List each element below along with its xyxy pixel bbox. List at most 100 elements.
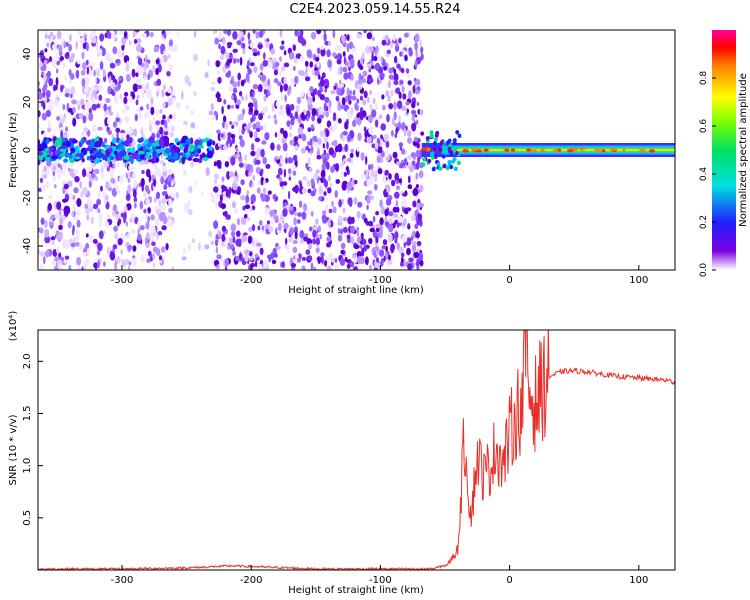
- spectrogram-cell: [352, 119, 357, 128]
- spectrogram-cell: [193, 53, 199, 62]
- spectrogram-cell: [366, 32, 373, 40]
- spectrogram-cell: [416, 241, 422, 246]
- spectrogram-cell: [40, 71, 45, 76]
- spectrogram-cell: [117, 218, 122, 225]
- spectrogram-cell: [39, 228, 44, 234]
- spectrogram-cell: [393, 213, 398, 219]
- spectrogram-cell: [213, 178, 218, 184]
- spectrogram-cell: [96, 68, 100, 77]
- spectrogram-y-ticks: -40 -20 0 20 40: [22, 48, 43, 254]
- spectrogram-cell: [427, 158, 432, 164]
- spectrogram-cell: [250, 194, 256, 203]
- spectrogram-cell: [61, 198, 68, 203]
- spectrogram-cell: [370, 65, 375, 70]
- spectrogram-cell: [386, 49, 391, 55]
- spectrogram-cell: [107, 129, 113, 136]
- spectrogram-cell: [356, 98, 360, 104]
- spectrogram-cell: [73, 145, 80, 152]
- spectrogram-cell: [393, 80, 399, 86]
- spectrogram-cell: [419, 109, 424, 116]
- spectrogram-cell: [55, 77, 59, 86]
- spectrogram-cell: [127, 244, 133, 250]
- spectrogram-cell: [387, 80, 392, 89]
- spectrogram-cell: [302, 175, 307, 181]
- spectrogram-cell: [162, 204, 167, 210]
- spectrogram-cell: [371, 53, 374, 62]
- spectrogram-cell: [273, 215, 279, 221]
- spectrogram-cell: [224, 258, 230, 266]
- spectrogram-cell: [105, 221, 109, 228]
- spectrogram-cell: [306, 49, 312, 58]
- spectrogram-cell: [315, 56, 320, 62]
- y-tick-label: 2.0: [22, 353, 33, 369]
- spectrogram-cell: [121, 51, 125, 58]
- spectrogram-cell: [326, 242, 332, 248]
- spectrogram-cell: [390, 245, 395, 254]
- spectrogram-cell: [368, 68, 372, 73]
- spectrogram-cell: [56, 116, 60, 121]
- spectrogram-cell: [153, 46, 160, 53]
- spectrogram-cell: [163, 131, 169, 136]
- spectrogram-cell: [293, 211, 298, 217]
- spectrogram-cell: [81, 78, 86, 88]
- spectrogram-cell: [169, 114, 173, 120]
- spectrogram-cell: [236, 190, 241, 196]
- spectrogram-cell: [64, 76, 68, 81]
- spectrogram-cell: [103, 199, 107, 205]
- spectrogram-cell: [311, 114, 315, 122]
- spectrogram-cell: [346, 234, 351, 239]
- spectrogram-cell: [97, 151, 103, 159]
- spectrogram-cell: [155, 218, 160, 227]
- spectrogram-cell: [381, 94, 385, 100]
- spectrogram-cell: [117, 190, 121, 195]
- spectrogram-cell: [131, 228, 136, 234]
- spectrogram-cell: [69, 73, 75, 80]
- spectrogram-cell: [152, 178, 157, 187]
- spectrogram-cell: [76, 209, 82, 216]
- spectrogram-cell: [147, 216, 151, 223]
- spectrogram-cell: [438, 166, 443, 171]
- spectrogram-cell: [263, 52, 266, 60]
- spectrogram-cell: [222, 36, 226, 45]
- spectrogram-cell: [306, 180, 311, 187]
- spectrogram-cell: [118, 76, 123, 81]
- spectrogram-cell: [155, 120, 161, 126]
- spectrogram-cell: [432, 147, 437, 152]
- spectrogram-cell: [343, 72, 349, 80]
- spectrogram-cell: [411, 101, 416, 109]
- spectrogram-cell: [44, 228, 50, 238]
- spectrogram-cell: [156, 233, 160, 241]
- spectrogram-cell: [256, 242, 262, 247]
- spectrogram-cell: [202, 157, 209, 161]
- spectrogram-cell: [283, 76, 287, 85]
- spectrogram-cell: [344, 143, 348, 152]
- spectrogram-cell: [399, 51, 404, 57]
- spectrogram-cell: [69, 238, 74, 244]
- spectrogram-cell: [114, 150, 118, 156]
- spectrogram-cell: [339, 163, 343, 170]
- spectrogram-cell: [216, 159, 222, 168]
- spectrogram-cell: [456, 160, 461, 165]
- spectrogram-cell: [287, 156, 292, 164]
- spectrogram-cell: [380, 56, 383, 64]
- spectrogram-cell: [62, 62, 66, 69]
- spectrogram-cell: [108, 75, 112, 84]
- spectrogram-cell: [74, 156, 81, 160]
- spectrogram-cell: [257, 44, 263, 49]
- spectrogram-cell: [141, 32, 147, 39]
- spectrogram-cell: [248, 171, 252, 177]
- spectrogram-cell: [278, 69, 283, 76]
- spectrogram-cell: [408, 47, 413, 57]
- spectrogram-cell: [239, 90, 243, 97]
- spectrogram-cell: [227, 134, 231, 144]
- spectrogram-cell: [170, 46, 173, 53]
- spectrogram-cell: [94, 140, 102, 148]
- spectrogram-cell: [320, 107, 324, 114]
- spectrogram-cell: [87, 199, 93, 208]
- spectrogram-cell: [332, 114, 337, 122]
- spectrogram-cell: [237, 80, 240, 88]
- spectrogram-cell: [360, 57, 364, 65]
- spectrogram-cell: [307, 96, 313, 106]
- spectrogram-cell: [100, 172, 105, 179]
- spectrogram-cell: [239, 56, 243, 66]
